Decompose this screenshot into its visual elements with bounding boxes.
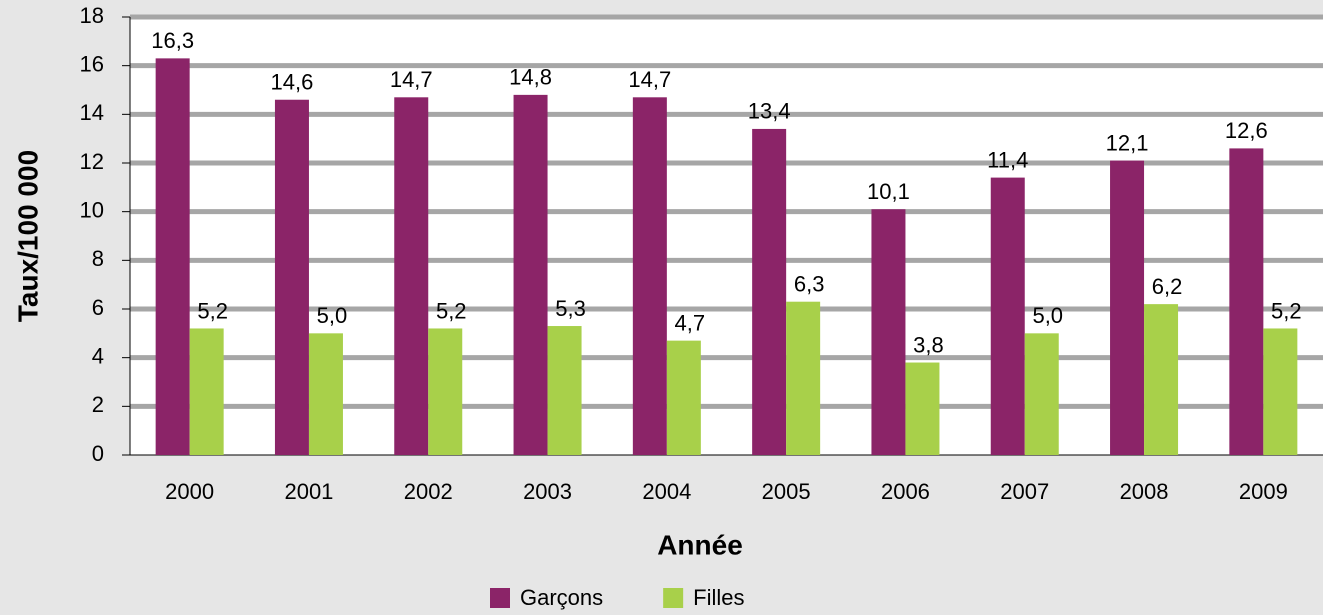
value-label: 3,8	[913, 332, 944, 357]
value-label: 14,7	[628, 67, 671, 92]
y-tick-label: 18	[80, 3, 104, 28]
y-tick-label: 0	[92, 441, 104, 466]
bar	[1144, 304, 1179, 455]
x-tick-label: 2002	[404, 479, 453, 504]
value-label: 14,6	[271, 70, 314, 95]
value-label: 5,2	[436, 298, 467, 323]
bar	[308, 333, 343, 455]
y-tick-label: 8	[92, 246, 104, 271]
y-tick-label: 10	[80, 197, 104, 222]
value-label: 5,2	[1271, 298, 1302, 323]
x-axis-title: Année	[657, 529, 743, 560]
bar	[1229, 148, 1264, 455]
y-axis-title: Taux/100 000	[12, 150, 43, 322]
bar	[905, 362, 940, 455]
bar	[394, 97, 429, 456]
y-tick-label: 14	[80, 100, 104, 125]
y-tick-label: 12	[80, 149, 104, 174]
x-tick-label: 2008	[1120, 479, 1169, 504]
bar	[1024, 333, 1059, 455]
bar	[752, 128, 787, 455]
value-label: 14,7	[390, 67, 433, 92]
bar	[513, 94, 548, 455]
legend-swatch	[490, 588, 510, 608]
value-label: 12,6	[1225, 118, 1268, 143]
bar	[632, 97, 667, 456]
y-tick-label: 4	[92, 343, 104, 368]
x-tick-label: 2003	[523, 479, 572, 504]
value-label: 10,1	[867, 179, 910, 204]
x-tick-label: 2001	[284, 479, 333, 504]
bar	[1110, 160, 1145, 456]
y-tick-label: 16	[80, 51, 104, 76]
value-label: 12,1	[1106, 130, 1149, 155]
y-tick-label: 2	[92, 392, 104, 417]
value-label: 6,2	[1152, 274, 1183, 299]
value-label: 14,8	[509, 65, 552, 90]
value-label: 4,7	[675, 310, 706, 335]
bar	[547, 326, 582, 455]
value-label: 5,2	[197, 298, 228, 323]
x-tick-label: 2004	[642, 479, 691, 504]
legend-label: Filles	[693, 585, 744, 610]
value-label: 6,3	[794, 272, 825, 297]
legend-swatch	[663, 588, 684, 608]
bar	[428, 328, 463, 455]
bar	[666, 340, 701, 455]
value-label: 5,0	[1032, 303, 1063, 328]
bar	[189, 328, 224, 455]
x-tick-label: 2005	[762, 479, 811, 504]
x-tick-label: 2006	[881, 479, 930, 504]
bar	[786, 301, 821, 455]
bar	[990, 177, 1025, 455]
bar	[1263, 328, 1298, 455]
bar	[274, 99, 309, 455]
value-label: 5,3	[555, 296, 586, 321]
x-tick-label: 2009	[1239, 479, 1288, 504]
value-label: 5,0	[317, 303, 348, 328]
x-tick-label: 2000	[165, 479, 214, 504]
legend-label: Garçons	[520, 585, 603, 610]
x-tick-label: 2007	[1000, 479, 1049, 504]
bar	[155, 58, 190, 455]
value-label: 13,4	[748, 99, 791, 124]
value-label: 11,4	[987, 147, 1028, 172]
value-label: 16,3	[151, 28, 194, 53]
bar	[871, 209, 906, 455]
y-tick-label: 6	[92, 295, 104, 320]
